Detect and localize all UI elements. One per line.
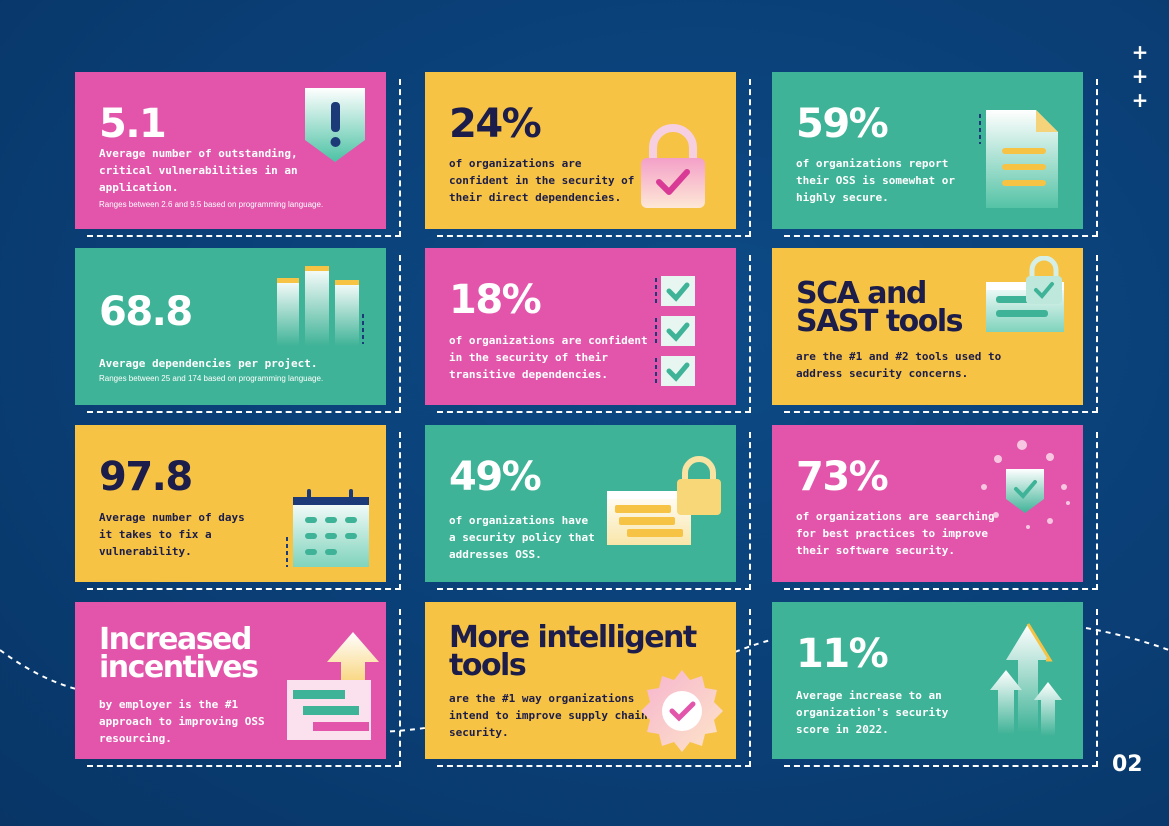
stat-description: Average increase to an organization's se… xyxy=(796,689,949,736)
dashed-border xyxy=(437,609,751,767)
padlock-check-icon xyxy=(641,124,705,208)
stat-description: Average number of days it takes to fix a… xyxy=(99,511,245,558)
stat-description: of organizations are searching for best … xyxy=(796,510,995,557)
stat-card-days-to-fix: 97.8 Average number of days it takes to … xyxy=(75,425,405,590)
stat-note: Ranges between 2.6 and 9.5 based on prog… xyxy=(99,200,324,209)
stat-description: by employer is the #1 approach to improv… xyxy=(99,698,265,745)
stat-value: 18% xyxy=(449,277,542,323)
plus-icon: + xyxy=(1131,40,1149,64)
plus-icon: + xyxy=(1131,88,1149,112)
calendar-icon xyxy=(286,489,369,567)
secure-window-icon xyxy=(986,256,1064,332)
stat-value: 73% xyxy=(796,454,889,500)
stat-card-dependencies-per-project: 68.8 Average dependencies per project. R… xyxy=(75,248,405,413)
stat-card-best-practices: 73% of organizations are searching for b… xyxy=(772,425,1102,590)
stat-value: 5.1 xyxy=(99,101,167,147)
secure-window-icon xyxy=(607,456,721,545)
stat-card-outstanding-vulnerabilities: 5.1 Average number of outstanding, criti… xyxy=(75,72,405,237)
gear-check-icon xyxy=(641,670,723,752)
stat-value: 49% xyxy=(449,454,542,500)
dashed-border xyxy=(437,432,751,590)
stat-value: 68.8 xyxy=(99,289,193,335)
stat-description: of organizations are confident in the se… xyxy=(449,157,635,204)
stat-heading: More intelligent tools xyxy=(449,620,697,683)
dashed-border xyxy=(784,79,1098,237)
dashed-border xyxy=(437,79,751,237)
bar-chart-icon xyxy=(277,266,364,346)
dashed-border xyxy=(87,255,401,413)
upload-arrow-icon xyxy=(287,632,379,740)
stat-card-sca-sast-tools: SCA and SAST tools are the #1 and #2 too… xyxy=(772,248,1102,413)
stat-note: Ranges between 25 and 174 based on progr… xyxy=(99,374,324,383)
dashed-border xyxy=(87,79,401,237)
stat-description: are the #1 way organizations intend to i… xyxy=(449,692,648,739)
stat-description: of organizations have a security policy … xyxy=(449,514,595,561)
stat-card-transitive-dependencies: 18% of organizations are confident in th… xyxy=(425,248,755,413)
stat-value: 59% xyxy=(796,101,889,147)
dashed-border xyxy=(437,255,751,413)
stat-value: 24% xyxy=(449,101,542,147)
stat-description: of organizations report their OSS is som… xyxy=(796,157,955,204)
stat-card-more-intelligent-tools: More intelligent tools are the #1 way or… xyxy=(425,602,755,767)
plus-icon: + xyxy=(1131,64,1149,88)
stat-heading: SCA and SAST tools xyxy=(796,276,964,339)
stat-card-security-score: 11% Average increase to an organization'… xyxy=(772,602,1102,767)
stat-value: 11% xyxy=(796,631,889,677)
dashed-border xyxy=(87,609,401,767)
growth-arrows-icon xyxy=(990,623,1062,736)
stat-card-security-policy: 49% of organizations have a security pol… xyxy=(425,425,755,590)
dashed-border xyxy=(784,609,1098,767)
stat-card-direct-dependencies: 24% of organizations are confident in th… xyxy=(425,72,755,237)
shield-check-icon xyxy=(981,440,1070,529)
stat-description: Average number of outstanding, critical … xyxy=(99,147,298,194)
page-number: 02 xyxy=(1112,752,1143,777)
dashed-border xyxy=(784,255,1098,413)
stat-heading: Increased incentives xyxy=(99,622,259,685)
stat-card-oss-secure: 59% of organizations report their OSS is… xyxy=(772,72,1102,237)
stat-description: are the #1 and #2 tools used to address … xyxy=(796,350,1002,380)
stat-description: of organizations are confident in the se… xyxy=(449,334,648,381)
document-icon xyxy=(979,110,1058,208)
checklist-icon xyxy=(655,276,695,386)
dashed-border xyxy=(87,432,401,590)
dashed-border xyxy=(784,432,1098,590)
stat-description: Average dependencies per project. xyxy=(99,357,318,370)
shield-alert-icon xyxy=(305,88,365,162)
stat-value: 97.8 xyxy=(99,454,193,500)
stat-card-increased-incentives: Increased incentives by employer is the … xyxy=(75,602,405,767)
